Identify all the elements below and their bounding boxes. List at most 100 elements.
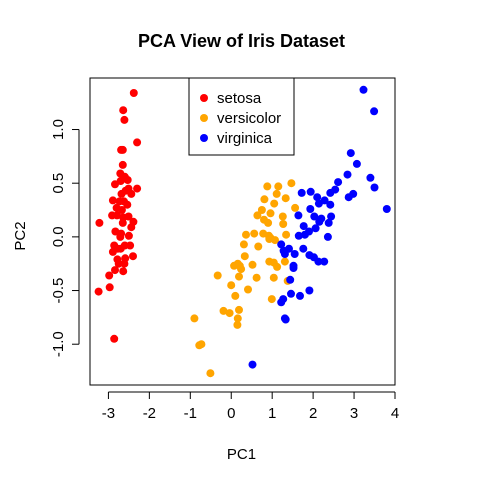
point-virginica [366,173,375,182]
point-virginica [306,187,315,196]
point-setosa [94,287,103,296]
x-tick-label: 4 [391,405,399,422]
point-versicolor [206,369,215,378]
point-versicolor [237,265,246,274]
point-setosa [117,145,126,154]
point-setosa [116,232,125,241]
point-setosa [120,115,129,124]
point-virginica [315,217,324,226]
point-virginica [327,212,336,221]
point-virginica [305,286,314,295]
x-tick-label: -3 [102,405,115,422]
point-virginica [343,170,352,179]
point-versicolor [282,230,291,239]
point-setosa [117,189,126,198]
point-versicolor [219,306,228,315]
point-versicolor [235,272,243,281]
point-virginica [287,289,295,298]
point-setosa [105,283,114,292]
point-virginica [352,159,361,168]
point-versicolor [233,314,242,323]
point-virginica [311,224,320,233]
point-versicolor [225,309,234,318]
point-virginica [359,85,368,94]
point-virginica [334,178,343,187]
point-setosa [111,266,119,275]
point-setosa [124,212,133,221]
x-tick-label: 0 [227,405,235,422]
point-setosa [127,189,136,198]
point-setosa [119,267,128,276]
y-axis-label: PC2 [12,221,29,250]
point-versicolor [227,281,236,290]
point-setosa [129,89,138,97]
point-virginica [370,107,379,116]
legend-marker-versicolor [200,114,208,122]
point-virginica [382,205,391,213]
point-versicolor [270,199,279,208]
point-virginica [344,193,353,202]
point-setosa [114,259,123,268]
point-versicolor [263,182,272,191]
y-tick-label: -0.5 [50,278,67,304]
data-points [94,85,391,378]
y-tick-label: 0.0 [50,226,67,247]
legend-label-versicolor: versicolor [217,110,281,127]
point-versicolor [239,240,248,249]
point-versicolor [252,273,261,282]
y-tick-label: 1.0 [50,119,67,140]
point-versicolor [264,218,273,227]
point-versicolor [242,230,250,239]
point-versicolor [257,206,266,214]
x-axis: -3 -2 -1 0 1 2 3 4 [102,391,399,422]
point-virginica [279,246,288,255]
point-versicolor [271,236,279,245]
point-virginica [299,222,308,231]
point-virginica [277,298,286,307]
point-virginica [310,212,319,221]
legend-marker-setosa [200,94,208,102]
point-versicolor [244,285,252,294]
point-versicolor [274,182,283,191]
point-versicolor [279,220,288,228]
point-virginica [314,257,323,266]
point-setosa [117,206,126,214]
point-virginica [300,230,309,239]
point-versicolor [266,209,275,218]
point-virginica [296,291,304,300]
legend-label-setosa: setosa [217,90,262,107]
point-setosa [120,259,129,268]
point-versicolor [291,203,300,212]
point-versicolor [273,262,282,271]
point-virginica [314,199,323,208]
point-setosa [133,138,142,147]
legend-label-virginica: virginica [217,130,273,147]
point-virginica [323,232,332,241]
point-virginica [294,211,303,220]
point-versicolor [213,271,222,280]
point-setosa [113,211,121,220]
point-versicolor [230,261,239,270]
point-virginica [346,149,355,158]
x-tick-label: -1 [184,405,197,422]
point-versicolor [281,194,290,203]
legend-marker-virginica [200,134,208,142]
point-versicolor [267,295,276,304]
point-versicolor [195,341,204,350]
point-setosa [126,241,135,250]
point-versicolor [269,273,278,282]
point-virginica [277,240,286,249]
point-virginica [286,275,295,284]
point-versicolor [254,242,263,251]
point-virginica [370,183,379,192]
point-versicolor [278,212,287,221]
point-versicolor [235,305,243,314]
point-setosa [105,271,114,280]
point-versicolor [233,320,242,329]
point-versicolor [190,314,199,323]
point-virginica [306,205,315,213]
point-setosa [118,160,127,169]
point-setosa [133,184,142,193]
point-setosa [115,197,124,206]
